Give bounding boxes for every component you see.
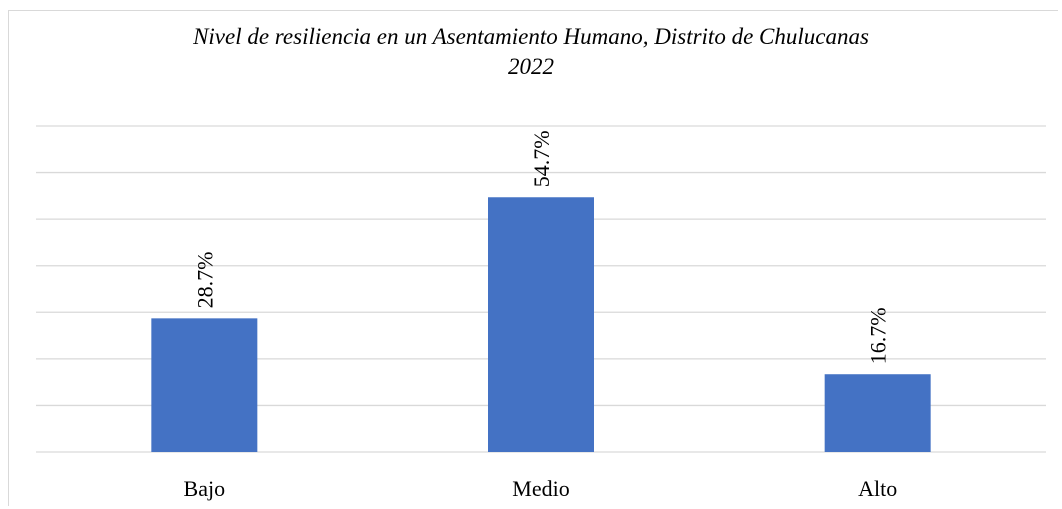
x-tick-label-alto: Alto xyxy=(858,476,897,501)
x-tick-label-bajo: Bajo xyxy=(184,476,226,501)
bar-bajo xyxy=(151,318,258,452)
data-label-alto: 16.7% xyxy=(866,307,891,364)
x-tick-label-medio: Medio xyxy=(512,476,569,501)
chart-title-line-1: Nivel de resiliencia en un Asentamiento … xyxy=(193,24,869,49)
bar-alto xyxy=(824,374,931,452)
data-label-bajo: 28.7% xyxy=(192,252,217,309)
bar-medio xyxy=(488,197,594,452)
data-label-medio: 54.7% xyxy=(529,130,554,187)
chart-title-line-2: 2022 xyxy=(508,54,554,79)
chart-title: Nivel de resiliencia en un Asentamiento … xyxy=(0,22,1062,82)
